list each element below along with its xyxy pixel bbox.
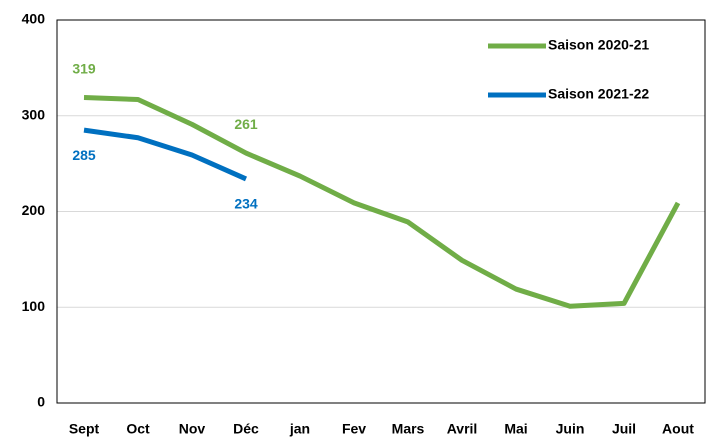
data-label: 261 <box>234 116 258 132</box>
x-tick-label: Juin <box>556 421 585 437</box>
y-tick-label: 0 <box>37 394 45 410</box>
series-line <box>83 95 681 309</box>
y-tick-label: 100 <box>22 298 46 314</box>
y-tick-label: 400 <box>22 11 46 27</box>
data-label: 285 <box>72 147 96 163</box>
x-tick-label: Mars <box>392 421 425 437</box>
legend-label: Saison 2021-22 <box>548 86 649 102</box>
series-line <box>83 127 248 182</box>
x-tick-label: Mai <box>504 421 527 437</box>
data-label: 234 <box>234 196 258 212</box>
plot-border <box>56 19 706 404</box>
y-tick-label: 300 <box>22 106 46 122</box>
x-tick-label: Aout <box>662 421 694 437</box>
y-tick-label: 200 <box>22 202 46 218</box>
data-label: 319 <box>72 60 96 76</box>
legend-label: Saison 2020-21 <box>548 37 649 53</box>
x-tick-label: Déc <box>233 421 259 437</box>
x-tick-label: Sept <box>69 421 100 437</box>
x-tick-label: Avril <box>447 421 478 437</box>
x-tick-label: Juil <box>612 421 636 437</box>
x-tick-label: Fev <box>342 421 366 437</box>
x-tick-label: Oct <box>126 421 150 437</box>
x-tick-label: Nov <box>179 421 206 437</box>
x-tick-label: jan <box>289 421 310 437</box>
